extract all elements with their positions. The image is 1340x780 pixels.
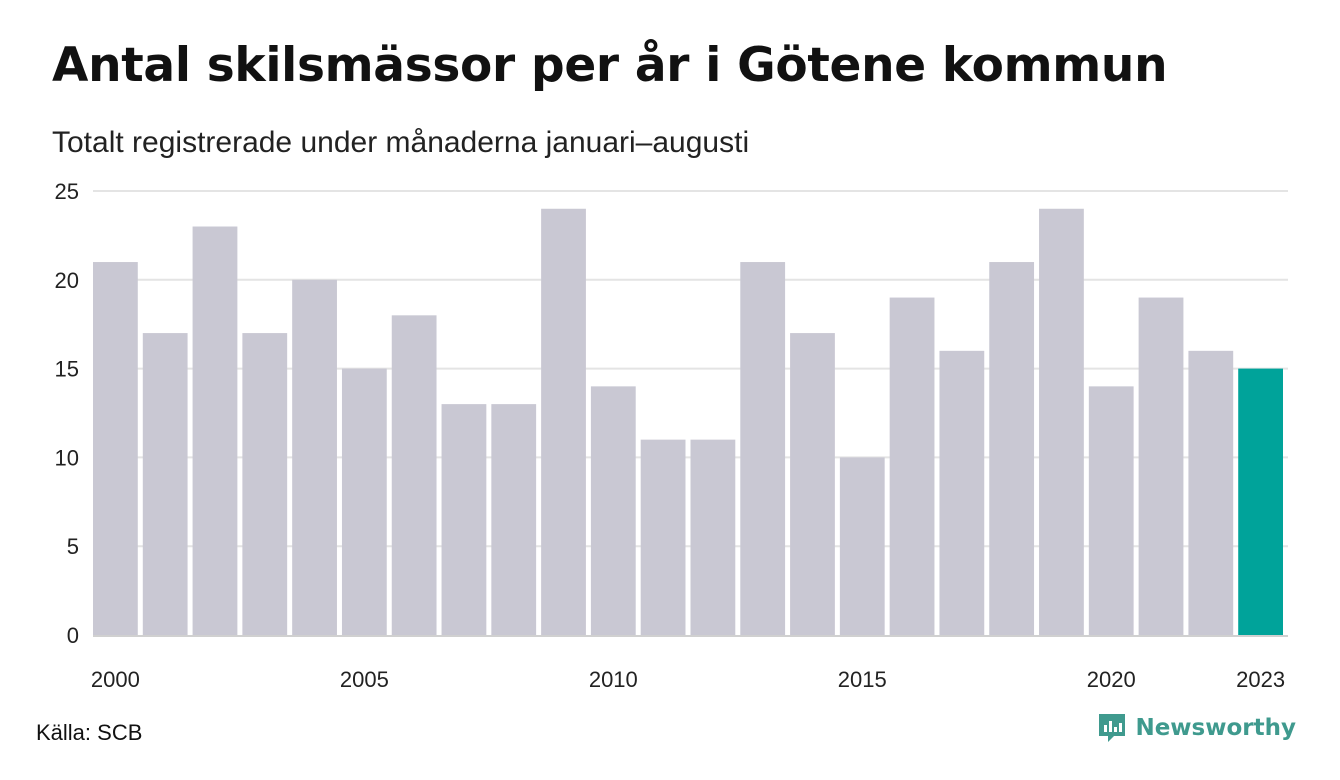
y-tick-label: 0 xyxy=(67,623,79,648)
bar xyxy=(292,279,337,635)
brand-logo: Newsworthy xyxy=(1097,712,1296,744)
bar xyxy=(1039,208,1084,635)
brand-name: Newsworthy xyxy=(1135,715,1296,741)
bar xyxy=(242,333,288,635)
x-tick-label: 2005 xyxy=(340,667,389,692)
bar xyxy=(1188,350,1234,635)
bar xyxy=(1088,386,1134,635)
bar xyxy=(939,350,985,635)
bar xyxy=(790,333,835,635)
bar xyxy=(740,262,786,635)
bar xyxy=(491,404,537,635)
bar xyxy=(1138,297,1184,635)
bar xyxy=(192,226,238,635)
bar xyxy=(391,315,437,635)
bar xyxy=(93,262,138,635)
newsworthy-logo-icon xyxy=(1099,714,1126,742)
x-tick-label: 2023 xyxy=(1236,667,1285,692)
bar xyxy=(989,262,1035,635)
x-tick-label: 2015 xyxy=(838,667,887,692)
bar xyxy=(541,208,586,635)
y-tick-label: 5 xyxy=(67,534,79,559)
y-tick-label: 25 xyxy=(55,179,79,204)
bar xyxy=(690,439,736,635)
chart-title: Antal skilsmässor per år i Götene kommun xyxy=(52,38,1168,93)
y-tick-label: 10 xyxy=(55,445,79,470)
x-tick-label: 2010 xyxy=(589,667,638,692)
bar-highlight xyxy=(1238,368,1283,635)
bar xyxy=(839,457,885,635)
bar xyxy=(889,297,935,635)
bar xyxy=(341,368,387,635)
source-note: Källa: SCB xyxy=(36,720,143,745)
bar xyxy=(441,404,487,635)
x-tick-label: 2000 xyxy=(91,667,140,692)
x-tick-label: 2020 xyxy=(1087,667,1136,692)
y-tick-label: 20 xyxy=(55,268,79,293)
bar xyxy=(640,439,686,635)
chart-subtitle: Totalt registrerade under månaderna janu… xyxy=(52,126,750,159)
bar xyxy=(142,333,188,635)
y-tick-label: 15 xyxy=(55,357,79,382)
bar xyxy=(590,386,636,635)
